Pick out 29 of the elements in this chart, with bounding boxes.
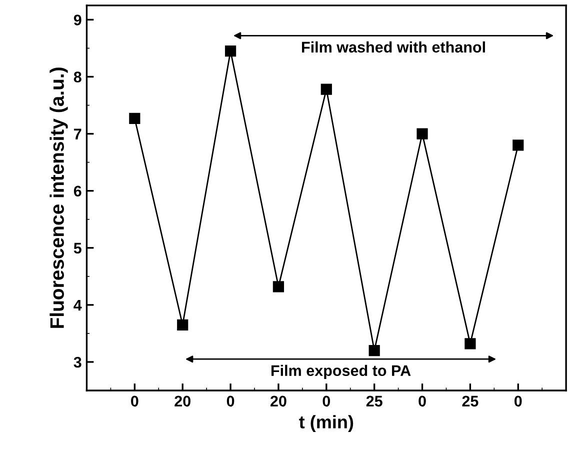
- x-axis-title: t (min): [299, 415, 354, 432]
- point: [464, 338, 476, 350]
- x-tick-label: 25: [462, 396, 478, 407]
- y-tick-label: 3: [74, 356, 82, 368]
- y-tick-label: 6: [74, 186, 82, 197]
- y-tick-label: 7: [74, 128, 82, 140]
- point: [224, 46, 236, 57]
- point: [129, 112, 140, 124]
- annotation: Film washed with ethanol: [302, 41, 485, 53]
- point: [320, 84, 332, 95]
- x-tick-label: 0: [322, 396, 330, 407]
- x-tick-label: 0: [418, 396, 426, 407]
- x-tick-label: 20: [174, 396, 190, 407]
- x-tick-label: 25: [366, 396, 382, 407]
- point: [177, 319, 188, 330]
- annotation: Film exposed to PA: [271, 364, 411, 380]
- x-tick-label: 0: [514, 396, 522, 407]
- point: [416, 128, 428, 140]
- point: [512, 140, 524, 151]
- x-tick-label: 20: [270, 396, 286, 407]
- y-tick-label: 5: [74, 242, 82, 254]
- y-axis-title: Fluorescence intensity (a.u.): [50, 68, 68, 328]
- point: [368, 345, 380, 356]
- y-tick-label: 4: [74, 300, 82, 310]
- x-tick-label: 0: [226, 396, 234, 407]
- x-tick-label: 0: [131, 396, 138, 407]
- point: [272, 281, 284, 292]
- y-tick-label: 8: [74, 72, 82, 82]
- y-tick-label: 9: [74, 14, 82, 26]
